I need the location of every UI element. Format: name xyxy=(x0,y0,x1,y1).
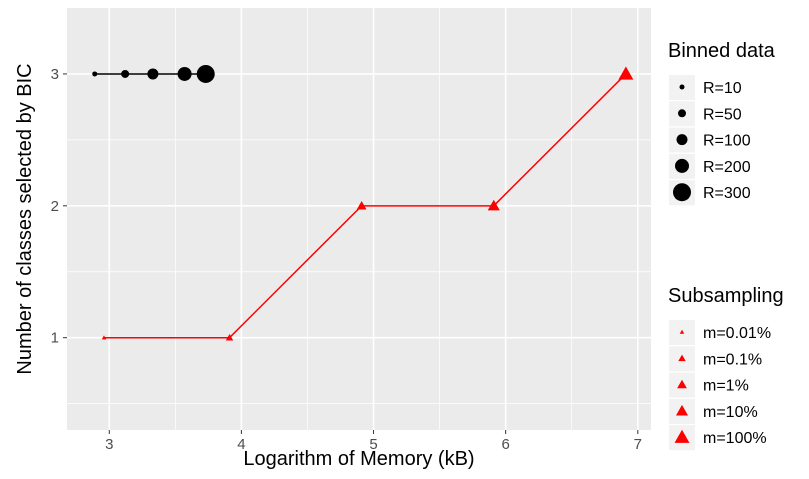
subsampling-series xyxy=(101,66,634,341)
data-point xyxy=(618,66,634,80)
x-tick-label: 6 xyxy=(501,436,509,453)
data-point xyxy=(177,66,192,81)
legend-title: Subsampling xyxy=(668,285,784,307)
x-tick-label: 7 xyxy=(634,436,642,453)
legend-symbol xyxy=(678,109,686,118)
data-point xyxy=(101,335,107,340)
legend-label: R=10 xyxy=(703,80,742,97)
data-point xyxy=(92,71,98,77)
axis-ticks: 3 4 5 6 7 1 2 3 xyxy=(51,66,642,453)
legend-label: m=100% xyxy=(703,430,767,447)
x-axis-title: Logarithm of Memory (kB) xyxy=(243,448,474,470)
y-tick-label: 1 xyxy=(51,330,59,347)
legend-symbol xyxy=(675,404,689,416)
legend-label: m=10% xyxy=(703,404,758,421)
data-point xyxy=(196,64,215,83)
plot-panel xyxy=(67,8,651,430)
legend-symbol xyxy=(675,158,689,173)
legend-symbol xyxy=(677,379,687,389)
legend-symbol xyxy=(679,329,685,334)
data-point xyxy=(356,200,367,210)
legend-label: m=0.01% xyxy=(703,325,771,342)
binned-data-series xyxy=(92,64,215,83)
legend-title: Binned data xyxy=(668,40,776,62)
x-tick-label: 4 xyxy=(237,436,245,453)
y-tick-label: 3 xyxy=(51,66,59,83)
series-layer xyxy=(92,64,634,341)
subsampling-legend: Subsampling m=0.01% m=0.1% m=1% m=10% m=100% xyxy=(668,285,784,451)
legend-label: R=200 xyxy=(703,159,751,176)
legend-label: R=100 xyxy=(703,133,751,150)
data-point xyxy=(225,333,234,341)
legend-symbol xyxy=(679,84,685,90)
x-tick-label: 3 xyxy=(105,436,113,453)
legend-label: m=0.1% xyxy=(703,351,762,368)
legend-symbol xyxy=(674,429,690,443)
legend-label: R=300 xyxy=(703,185,751,202)
legend-symbol xyxy=(673,183,691,202)
data-point xyxy=(487,199,500,211)
binned-data-legend: Binned data R=10 R=50 R=100 R=200 R=300 xyxy=(668,40,776,206)
legend-symbol xyxy=(676,134,688,146)
legend-symbol xyxy=(678,354,686,362)
x-tick-label: 5 xyxy=(369,436,377,453)
legend-label: m=1% xyxy=(703,378,749,395)
legends: Binned data R=10 R=50 R=100 R=200 R=300 Subsam… xyxy=(668,40,784,451)
y-tick-label: 2 xyxy=(51,198,59,215)
data-point xyxy=(121,69,130,78)
data-point xyxy=(147,68,159,80)
legend-label: R=50 xyxy=(703,106,742,123)
y-axis-title: Number of classes selected by BIC xyxy=(14,63,36,374)
